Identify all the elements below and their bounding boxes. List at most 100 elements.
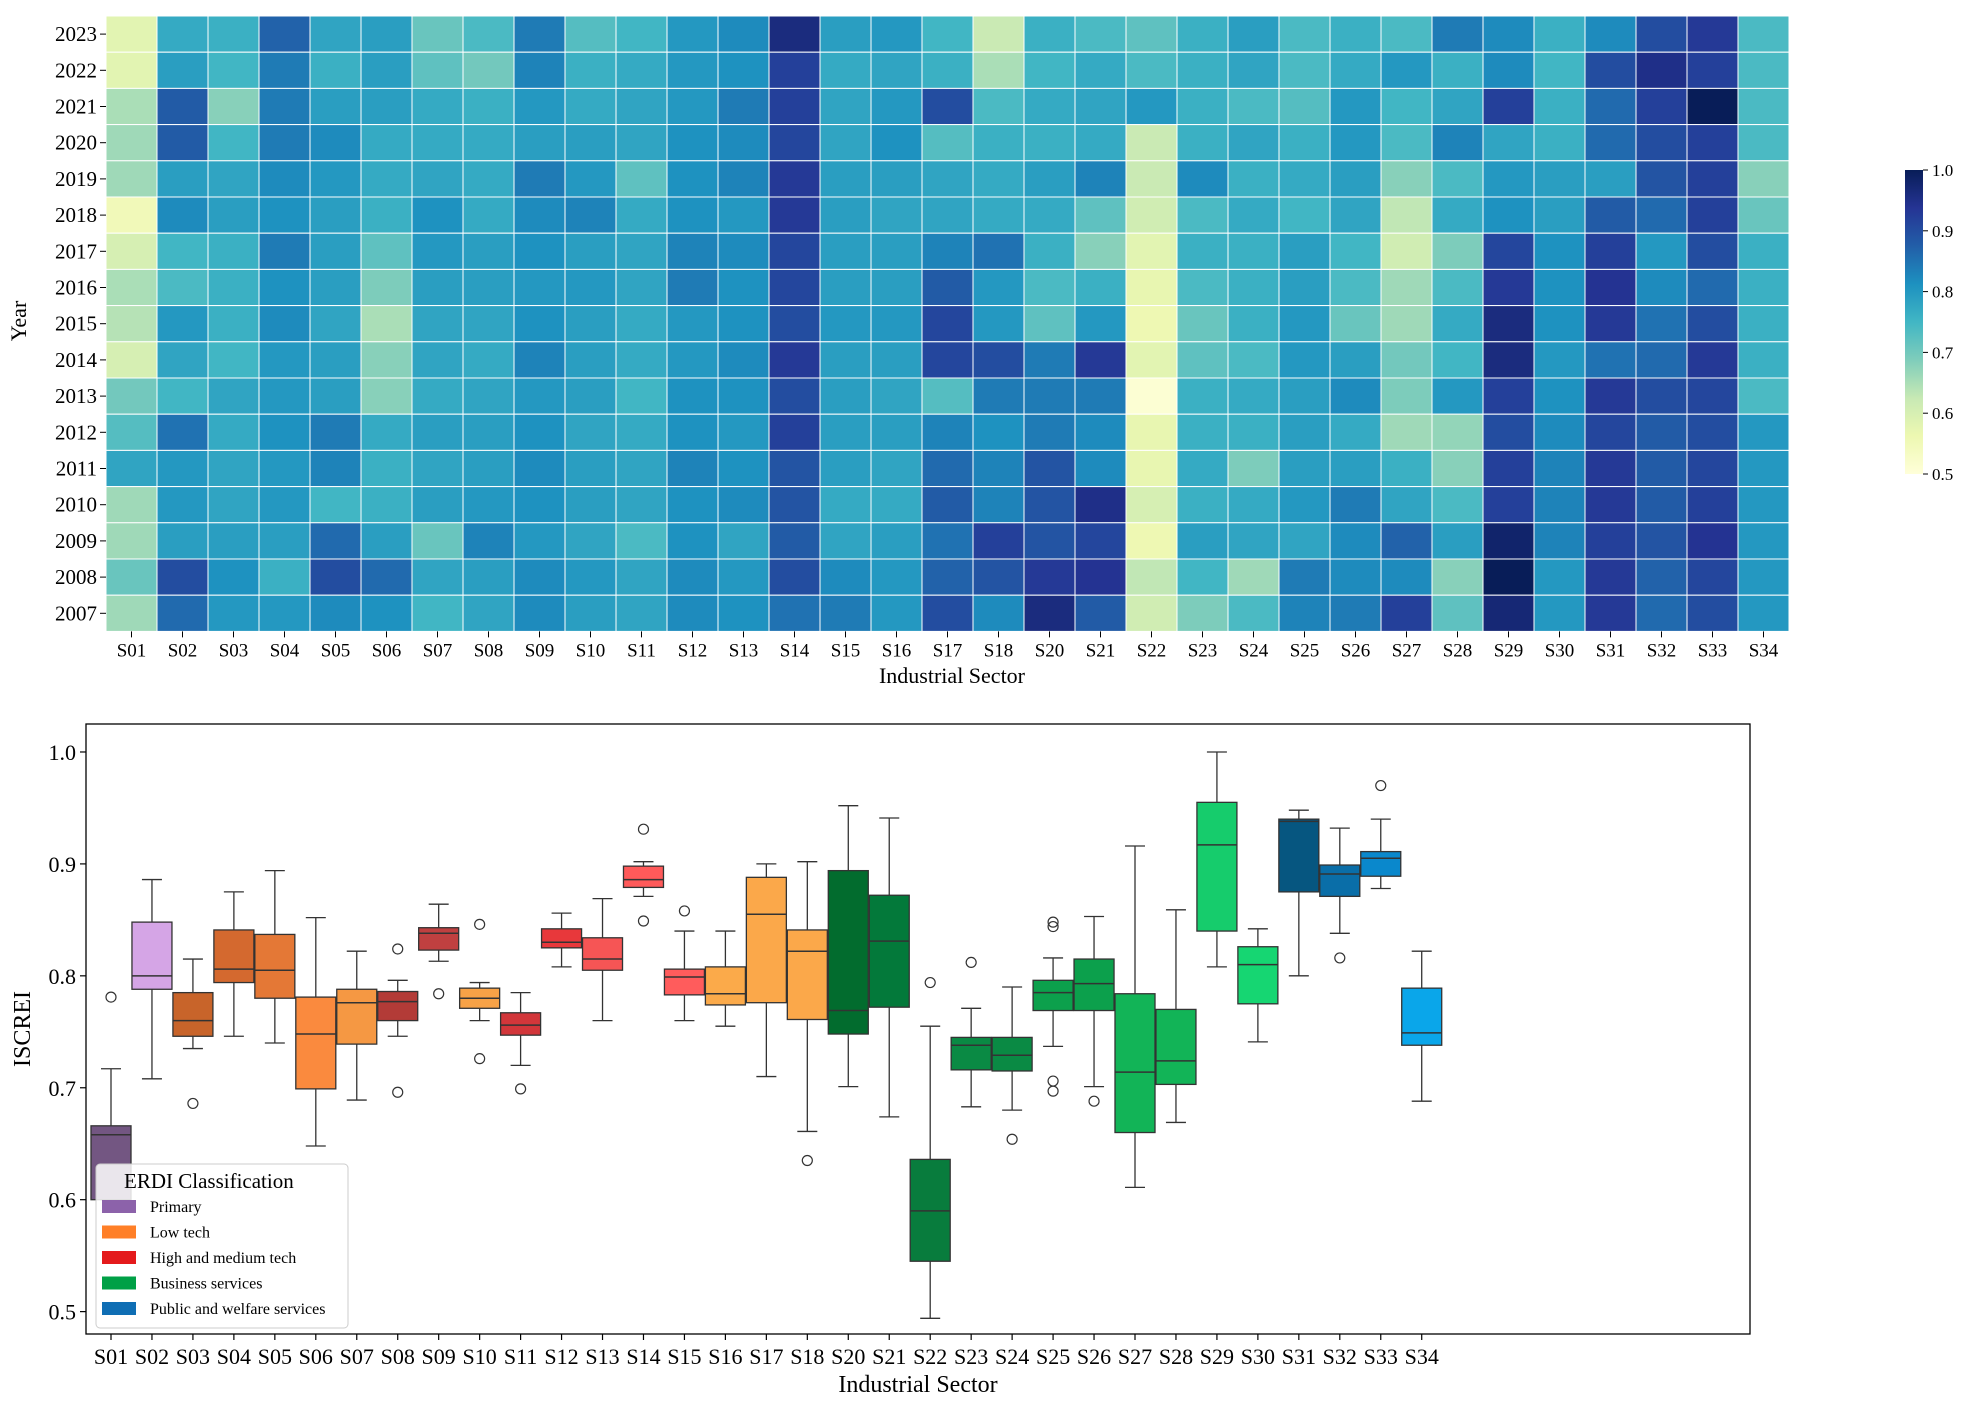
heatmap-cell: [768, 341, 821, 379]
heatmap-cell: [870, 87, 923, 126]
heatmap-cell: [768, 486, 821, 524]
heatmap-cell: [1227, 449, 1280, 488]
heatmap-cell: [717, 160, 770, 198]
heatmap-cell: [1074, 124, 1127, 162]
heatmap-cells: [105, 15, 1790, 632]
box-body: [418, 927, 460, 951]
heatmap-cell: [972, 449, 1025, 488]
heatmap-cell: [1074, 377, 1127, 415]
box-outlier: [1047, 1085, 1059, 1097]
heatmap-cell: [462, 51, 515, 89]
heatmap-cell: [819, 522, 872, 560]
heatmap-cell: [462, 15, 515, 53]
heatmap-cell: [1074, 341, 1127, 379]
box-s20: [827, 805, 869, 1088]
heatmap-cell: [207, 486, 260, 524]
heatmap-cell: [1737, 594, 1790, 632]
heatmap-cell: [105, 232, 158, 270]
heatmap-cell: [462, 232, 515, 270]
heatmap-cell: [1380, 522, 1433, 560]
heatmap-cell: [411, 87, 464, 126]
boxplot-y-tick-label: 0.7: [49, 1076, 77, 1101]
heatmap-cell: [1380, 268, 1433, 307]
heatmap-cell: [1380, 413, 1433, 451]
heatmap-cell: [105, 15, 158, 53]
boxplot-chart: 0.5 0.6 0.7 0.8 0.9 1.0 S01 S02 S03 S04 S05 S06 S07…: [10, 723, 1751, 1398]
heatmap-cell: [258, 196, 311, 234]
heatmap-year-label: 2017: [55, 239, 97, 263]
heatmap-cell: [1329, 449, 1382, 488]
heatmap-cell: [258, 486, 311, 524]
heatmap-cell: [411, 522, 464, 560]
heatmap-cell: [1635, 160, 1688, 198]
boxplot-x-ticks: S01 S02 S03 S04 S05 S06 S07 S08 S09 S10 S11 S12 S13 S…: [94, 1334, 1439, 1369]
heatmap-cell: [1584, 87, 1637, 126]
heatmap-cell: [1584, 522, 1637, 560]
heatmap-cell: [768, 51, 821, 89]
box-body: [991, 1036, 1033, 1072]
boxplot-x-tick-label: S06: [299, 1344, 333, 1369]
heatmap-cell: [462, 558, 515, 596]
heatmap-cell: [615, 51, 668, 89]
heatmap-cell: [1584, 449, 1637, 488]
heatmap-cell: [1533, 449, 1586, 488]
box-body: [540, 928, 583, 949]
heatmap-cell: [258, 268, 311, 307]
heatmap-cell: [1227, 160, 1280, 198]
heatmap-cell: [1125, 594, 1178, 632]
heatmap-cell: [1482, 486, 1535, 524]
heatmap-cell: [717, 558, 770, 596]
colorbar-tick-label: 1.0: [1932, 161, 1953, 180]
colorbar-tick-label: 0.7: [1932, 343, 1954, 362]
boxplot-x-tick-label: S25: [1036, 1344, 1070, 1369]
heatmap-sector-label: S09: [525, 640, 555, 661]
heatmap-cell: [1278, 51, 1331, 89]
heatmap-sector-label: S33: [1698, 640, 1728, 661]
heatmap-cell: [1125, 486, 1178, 524]
heatmap-cell: [1635, 594, 1688, 632]
heatmap-cell: [666, 377, 719, 415]
heatmap-cell: [1737, 305, 1790, 343]
heatmap-cell: [1023, 413, 1076, 451]
heatmap-cell: [156, 449, 209, 488]
heatmap-cell: [1635, 51, 1688, 89]
boxplot-boxes: [90, 751, 1443, 1319]
heatmap-cell: [411, 449, 464, 488]
heatmap-cell: [1686, 15, 1739, 53]
heatmap-cell: [1737, 341, 1790, 379]
heatmap-cell: [1584, 51, 1637, 89]
heatmap-cell: [207, 196, 260, 234]
heatmap-cell: [1074, 15, 1127, 53]
heatmap-cell: [666, 15, 719, 53]
heatmap-cell: [819, 305, 872, 343]
heatmap-cell: [921, 594, 974, 632]
heatmap-cell: [1227, 594, 1280, 632]
heatmap-cell: [462, 486, 515, 524]
heatmap-cell: [972, 594, 1025, 632]
box-s22: [909, 976, 951, 1319]
heatmap-cell: [1176, 268, 1229, 307]
heatmap-cell: [462, 160, 515, 198]
heatmap-cell: [411, 377, 464, 415]
box-body: [295, 996, 337, 1090]
legend-label: Public and welfare services: [150, 1301, 325, 1318]
heatmap-cell: [1635, 87, 1688, 126]
heatmap-sector-label: S22: [1137, 640, 1167, 661]
heatmap-cell: [1125, 449, 1178, 488]
heatmap-cell: [921, 413, 974, 451]
heatmap-cell: [1431, 594, 1484, 632]
heatmap-cell: [1023, 486, 1076, 524]
heatmap-cell: [258, 232, 311, 270]
heatmap-cell: [1329, 232, 1382, 270]
heatmap-cell: [564, 413, 617, 451]
heatmap-cell: [156, 486, 209, 524]
heatmap-year-label: 2021: [55, 95, 97, 119]
legend-entry: Business services: [102, 1276, 262, 1293]
box-body: [1360, 850, 1402, 877]
heatmap-cell: [1074, 486, 1127, 524]
heatmap-cell: [1584, 305, 1637, 343]
heatmap-cell: [207, 413, 260, 451]
heatmap-cell: [870, 341, 923, 379]
heatmap-cell: [870, 449, 923, 488]
heatmap-cell: [666, 522, 719, 560]
